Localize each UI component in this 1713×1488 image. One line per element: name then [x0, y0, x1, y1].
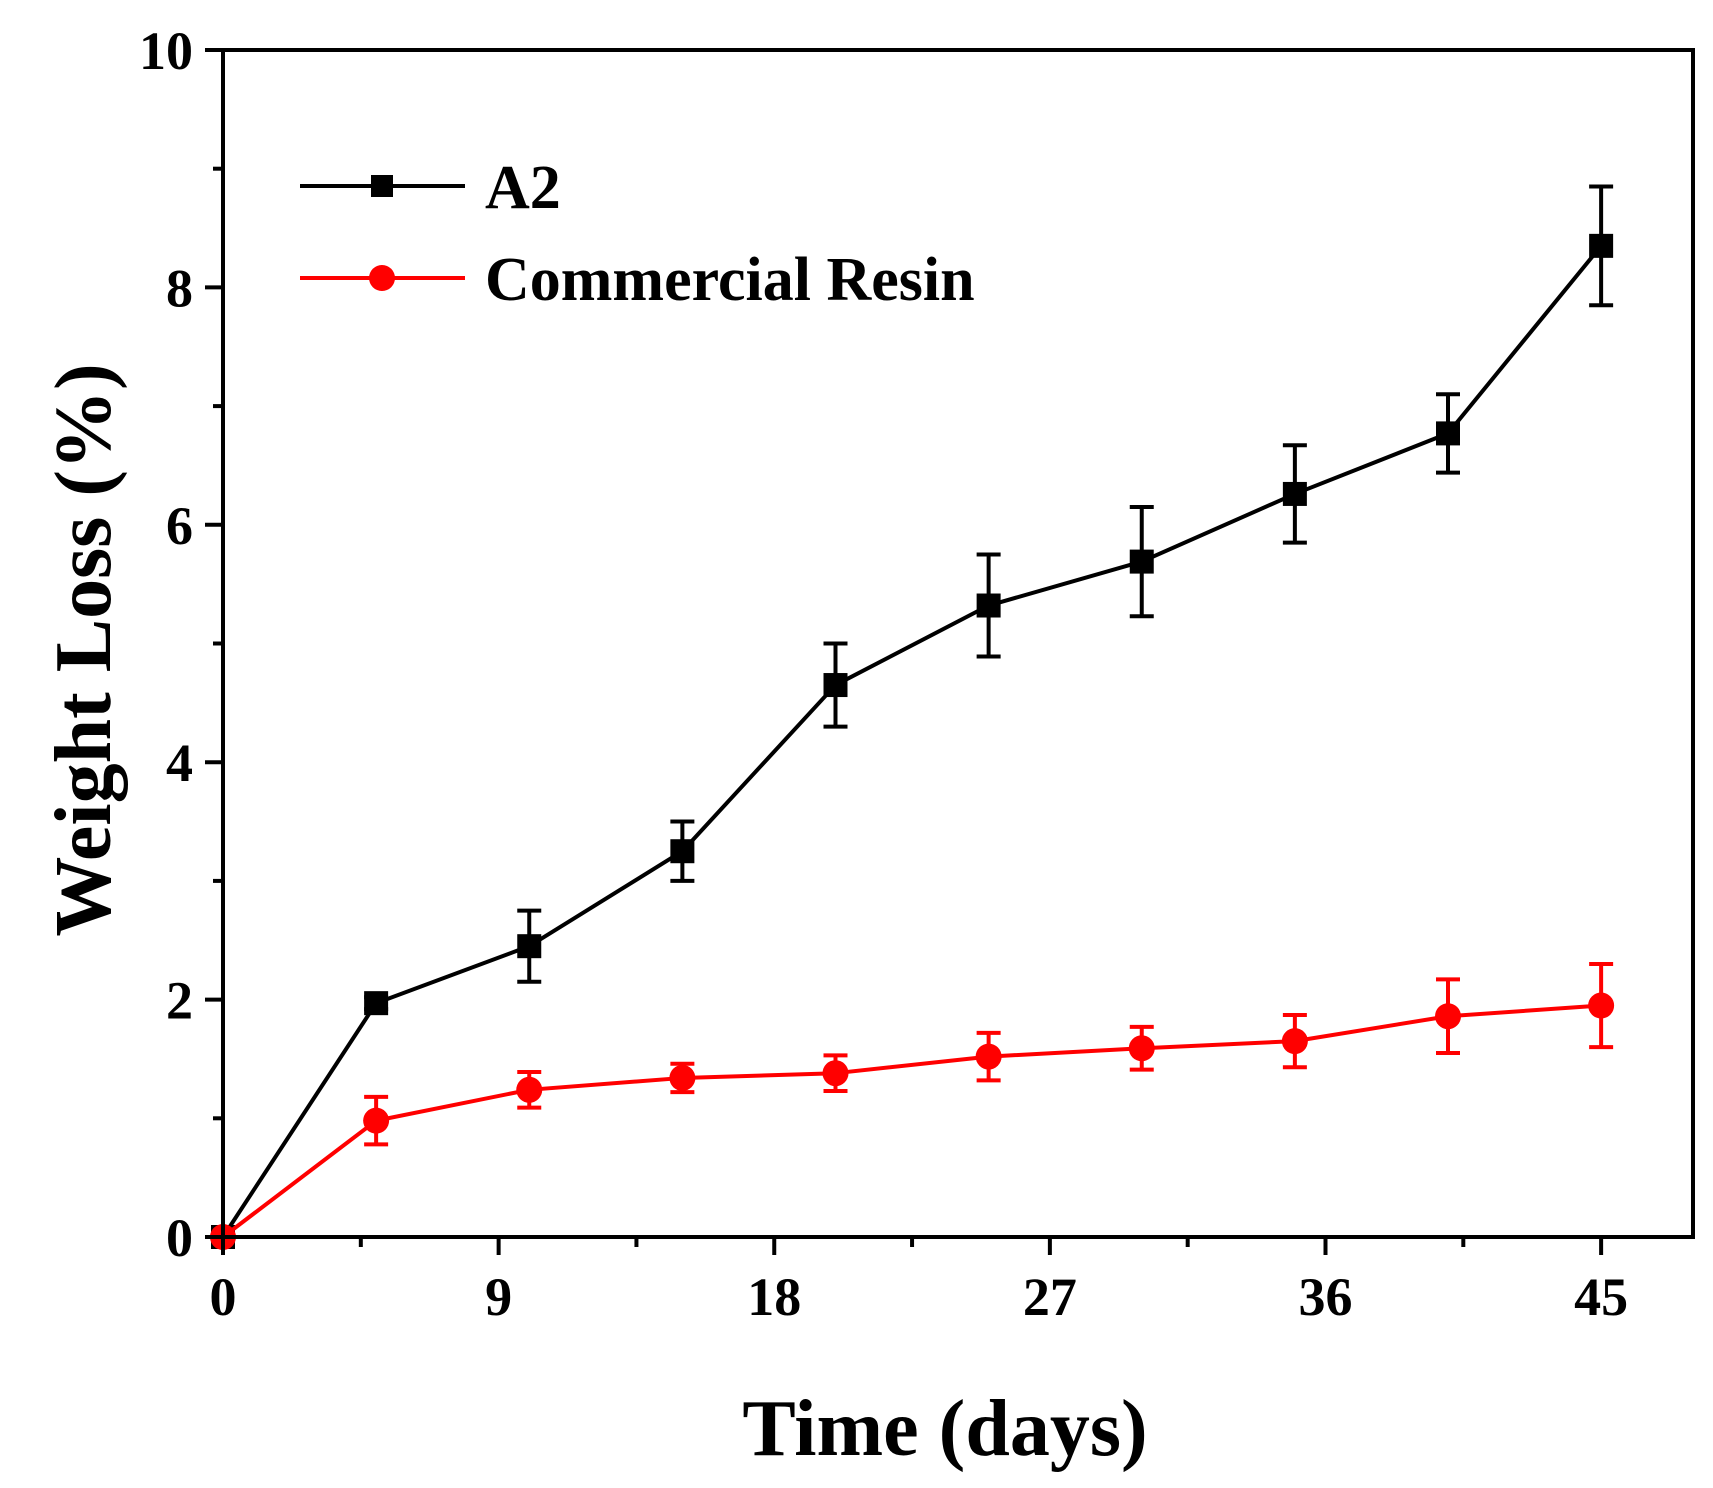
- y-tick-label: 2: [166, 971, 193, 1031]
- legend-item-a2: A2: [300, 154, 561, 222]
- data-point-a2: [364, 991, 389, 1016]
- legend: A2 Commercial Resin: [300, 154, 975, 314]
- series-a2: [211, 184, 1614, 1249]
- y-tick-label: 8: [166, 258, 193, 318]
- x-tick-label: 9: [485, 1267, 512, 1327]
- data-point-commercial-resin: [1128, 1035, 1155, 1062]
- data-point-commercial-resin: [975, 1043, 1002, 1070]
- legend-label-commercial-resin: Commercial Resin: [485, 246, 975, 314]
- x-tick-label: 27: [1023, 1267, 1077, 1327]
- x-tick-label: 0: [210, 1267, 237, 1327]
- data-point-commercial-resin: [1435, 1003, 1461, 1030]
- data-point-a2: [1282, 481, 1307, 506]
- y-tick-label: 10: [139, 21, 193, 81]
- x-axis-title: Time (days): [742, 1385, 1147, 1473]
- legend-marker-commercial-resin: [369, 265, 395, 291]
- x-tick-label: 36: [1299, 1267, 1353, 1327]
- data-point-a2: [670, 839, 695, 864]
- series-line-commercial-resin: [221, 1003, 1602, 1239]
- x-axis-ticks: 0 9 18 27 36 45: [210, 1237, 1628, 1327]
- series-commercial-resin: [210, 961, 1615, 1250]
- data-point-a2: [823, 673, 848, 698]
- x-tick-label: 18: [747, 1267, 801, 1327]
- data-point-a2: [1436, 421, 1460, 446]
- data-point-commercial-resin: [1588, 992, 1615, 1019]
- series-line-a2: [221, 244, 1603, 1239]
- data-point-a2: [1129, 549, 1154, 574]
- y-axis-ticks: 0 2 4 6 8 10: [139, 21, 223, 1268]
- legend-marker-a2: [371, 175, 393, 197]
- data-point-a2: [1589, 233, 1614, 258]
- data-point-a2: [976, 593, 1001, 618]
- y-tick-label: 0: [166, 1208, 193, 1268]
- y-axis-title: Weight Loss (%): [40, 363, 128, 936]
- y-tick-label: 4: [166, 733, 193, 793]
- y-tick-label: 6: [166, 496, 193, 556]
- legend-item-commercial-resin: Commercial Resin: [300, 246, 975, 314]
- legend-label-a2: A2: [485, 154, 561, 222]
- x-tick-label: 45: [1574, 1267, 1628, 1327]
- data-point-commercial-resin: [669, 1064, 696, 1091]
- data-point-commercial-resin: [363, 1107, 390, 1134]
- data-point-commercial-resin: [516, 1076, 543, 1103]
- data-point-commercial-resin: [1281, 1028, 1308, 1055]
- plot-layer: [210, 184, 1615, 1250]
- data-point-commercial-resin: [822, 1060, 849, 1087]
- data-point-a2: [517, 934, 542, 959]
